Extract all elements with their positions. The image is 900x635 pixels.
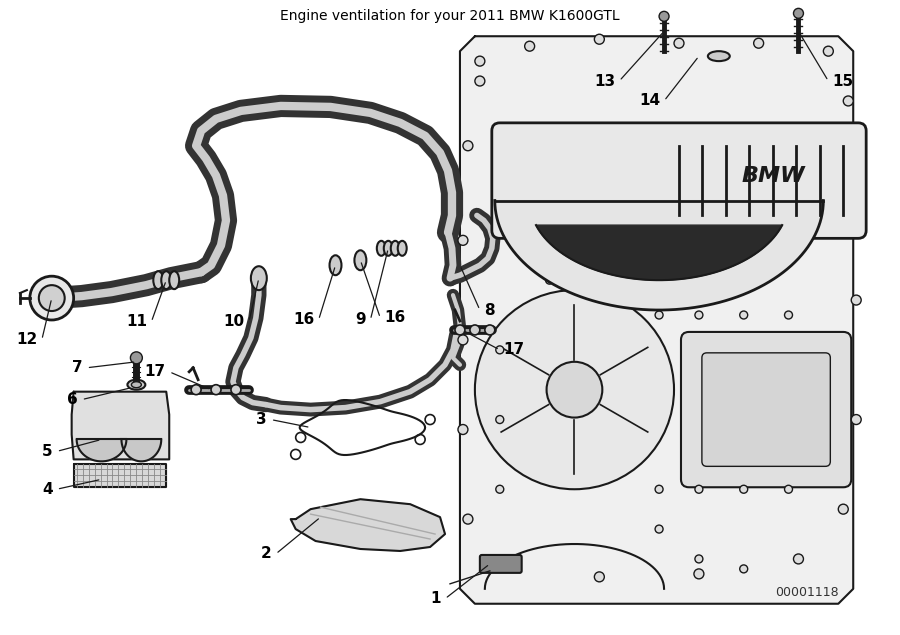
Ellipse shape xyxy=(251,266,266,290)
Ellipse shape xyxy=(128,380,145,390)
Circle shape xyxy=(851,176,861,185)
Text: 4: 4 xyxy=(42,482,53,497)
Circle shape xyxy=(695,311,703,319)
Circle shape xyxy=(785,485,793,493)
Circle shape xyxy=(458,425,468,434)
Polygon shape xyxy=(76,439,126,462)
Text: 7: 7 xyxy=(72,360,83,375)
Polygon shape xyxy=(72,392,169,459)
Text: BMW: BMW xyxy=(742,166,806,185)
Text: 2: 2 xyxy=(261,547,272,561)
Text: 13: 13 xyxy=(594,74,616,88)
Text: 12: 12 xyxy=(16,332,38,347)
Circle shape xyxy=(130,352,142,364)
Ellipse shape xyxy=(377,241,386,256)
Circle shape xyxy=(695,555,703,563)
Circle shape xyxy=(455,325,465,335)
Text: 11: 11 xyxy=(126,314,148,330)
Circle shape xyxy=(211,385,221,395)
Text: 1: 1 xyxy=(430,591,441,606)
Circle shape xyxy=(470,325,480,335)
Circle shape xyxy=(674,38,684,48)
Circle shape xyxy=(458,236,468,245)
Polygon shape xyxy=(291,499,445,551)
Circle shape xyxy=(655,485,663,493)
Circle shape xyxy=(475,76,485,86)
Circle shape xyxy=(458,335,468,345)
Circle shape xyxy=(851,295,861,305)
Circle shape xyxy=(694,569,704,579)
Circle shape xyxy=(546,362,602,418)
Circle shape xyxy=(794,554,804,564)
Circle shape xyxy=(843,96,853,106)
Text: 16: 16 xyxy=(293,312,315,328)
Circle shape xyxy=(496,346,504,354)
Circle shape xyxy=(655,311,663,319)
Circle shape xyxy=(695,485,703,493)
Circle shape xyxy=(740,565,748,573)
Circle shape xyxy=(525,41,535,51)
Circle shape xyxy=(485,325,495,335)
Circle shape xyxy=(545,276,554,284)
Ellipse shape xyxy=(708,51,730,61)
Circle shape xyxy=(496,415,504,424)
Text: 17: 17 xyxy=(144,364,166,379)
Ellipse shape xyxy=(329,255,341,275)
Polygon shape xyxy=(74,464,166,487)
Ellipse shape xyxy=(383,241,392,256)
Circle shape xyxy=(838,504,849,514)
FancyBboxPatch shape xyxy=(681,332,851,487)
Circle shape xyxy=(30,276,74,320)
Text: 14: 14 xyxy=(639,93,660,109)
Circle shape xyxy=(655,525,663,533)
Circle shape xyxy=(475,56,485,66)
Circle shape xyxy=(851,415,861,425)
Ellipse shape xyxy=(153,271,163,289)
Text: 17: 17 xyxy=(504,342,525,358)
Circle shape xyxy=(463,514,473,524)
Circle shape xyxy=(496,485,504,493)
Text: 10: 10 xyxy=(224,314,245,330)
Text: 9: 9 xyxy=(356,312,366,328)
Ellipse shape xyxy=(398,241,407,256)
Ellipse shape xyxy=(161,271,171,289)
Ellipse shape xyxy=(391,241,400,256)
Text: 16: 16 xyxy=(384,311,406,326)
FancyBboxPatch shape xyxy=(702,353,831,466)
Text: Engine ventilation for your 2011 BMW K1600GTL: Engine ventilation for your 2011 BMW K16… xyxy=(280,10,620,23)
Circle shape xyxy=(39,285,65,311)
Circle shape xyxy=(785,311,793,319)
Text: 6: 6 xyxy=(67,392,77,407)
Ellipse shape xyxy=(131,382,141,388)
Circle shape xyxy=(594,34,604,44)
Ellipse shape xyxy=(169,271,179,289)
Circle shape xyxy=(191,385,201,395)
Circle shape xyxy=(596,276,603,284)
Ellipse shape xyxy=(355,250,366,271)
Polygon shape xyxy=(122,439,161,462)
Polygon shape xyxy=(536,225,782,280)
Circle shape xyxy=(659,11,669,22)
Text: 5: 5 xyxy=(42,444,53,459)
Text: 3: 3 xyxy=(256,412,266,427)
Text: 00001118: 00001118 xyxy=(775,585,838,599)
Circle shape xyxy=(753,38,763,48)
Text: 8: 8 xyxy=(484,302,494,318)
Circle shape xyxy=(824,46,833,56)
FancyBboxPatch shape xyxy=(491,123,866,238)
Circle shape xyxy=(740,485,748,493)
FancyBboxPatch shape xyxy=(480,555,522,573)
Circle shape xyxy=(505,559,515,569)
Text: 15: 15 xyxy=(832,74,853,88)
Circle shape xyxy=(231,385,241,395)
Circle shape xyxy=(463,141,473,150)
Circle shape xyxy=(475,290,674,489)
Circle shape xyxy=(594,572,604,582)
Circle shape xyxy=(794,8,804,18)
Polygon shape xyxy=(495,201,824,310)
Circle shape xyxy=(740,311,748,319)
Polygon shape xyxy=(460,36,853,604)
